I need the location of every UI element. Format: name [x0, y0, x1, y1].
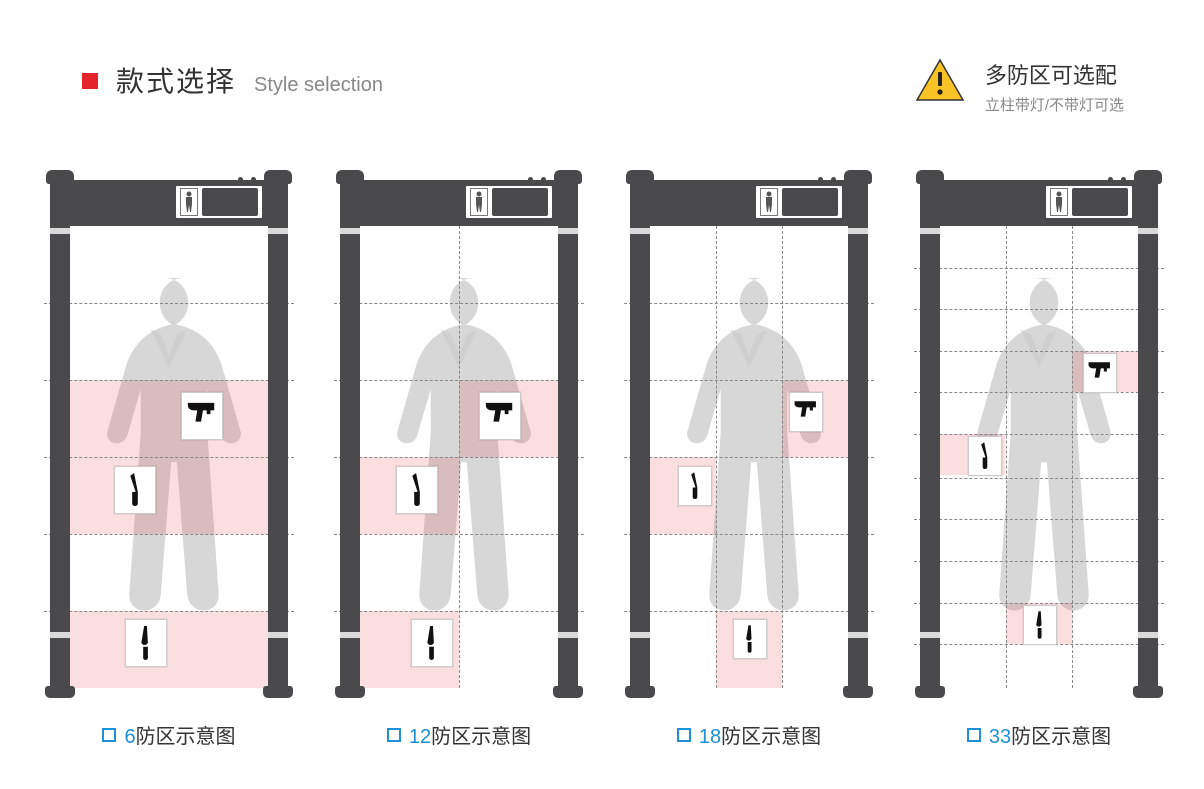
- grid-line-v: [459, 226, 460, 688]
- gate-zone12: 12防区示意图: [334, 170, 584, 749]
- gate-zone33: 33防区示意图: [914, 170, 1164, 749]
- caption-text: 12防区示意图: [409, 720, 531, 749]
- grid-line-h: [44, 303, 294, 304]
- options-note: 多防区可选配 立柱带灯/不带灯可选: [915, 58, 1124, 115]
- warning-icon: [915, 58, 965, 102]
- top-beam: [648, 180, 850, 226]
- gate-caption: 18防区示意图: [677, 720, 821, 749]
- screwdriver-icon-box: [125, 619, 167, 667]
- pillar-left: [50, 170, 70, 698]
- gun-icon-box: [1083, 353, 1117, 393]
- grid-line-h: [914, 392, 1164, 393]
- blue-square-bullet: [387, 728, 401, 742]
- detection-area: [70, 226, 268, 688]
- display-screen: [782, 188, 838, 216]
- gate-frame: [334, 170, 584, 698]
- display-screen: [1072, 188, 1128, 216]
- blue-square-bullet: [677, 728, 691, 742]
- gate-caption: 12防区示意图: [387, 720, 531, 749]
- display-screen: [492, 188, 548, 216]
- control-panel: [464, 184, 554, 220]
- grid-line-h: [44, 534, 294, 535]
- pillar-right: [268, 170, 288, 698]
- grid-line-h: [624, 457, 874, 458]
- screwdriver-icon-box: [733, 619, 767, 659]
- caption-text: 6防区示意图: [124, 720, 235, 749]
- grid-line-h: [914, 478, 1164, 479]
- gate-frame: [624, 170, 874, 698]
- caption-text: 33防区示意图: [989, 720, 1111, 749]
- pillar-right: [1138, 170, 1158, 698]
- grid-line-h: [914, 351, 1164, 352]
- pillar-left: [340, 170, 360, 698]
- caption-text: 18防区示意图: [699, 720, 821, 749]
- gate-frame: [914, 170, 1164, 698]
- person-indicator-icon: [1050, 188, 1068, 216]
- title-en: Style selection: [254, 74, 383, 97]
- control-panel: [1044, 184, 1134, 220]
- grid-line-v: [782, 226, 783, 688]
- highlight-zone: [70, 611, 268, 688]
- gates-row: 6防区示意图 12防区示意图 18防区示意图 33防区示意图: [44, 170, 1164, 749]
- gate-zone18: 18防区示意图: [624, 170, 874, 749]
- grid-line-h: [44, 380, 294, 381]
- note-line2: 立柱带灯/不带灯可选: [985, 94, 1124, 115]
- detection-area: [940, 226, 1138, 688]
- screwdriver-icon-box: [1023, 605, 1057, 645]
- top-beam: [68, 180, 270, 226]
- grid-line-v: [1072, 226, 1073, 688]
- screwdriver-icon-box: [411, 619, 453, 667]
- knife-icon-box: [968, 436, 1002, 476]
- person-indicator-icon: [470, 188, 488, 216]
- knife-icon-box: [678, 466, 712, 506]
- pillar-right: [848, 170, 868, 698]
- gate-frame: [44, 170, 294, 698]
- control-panel: [174, 184, 264, 220]
- gun-icon-box: [789, 392, 823, 432]
- person-indicator-icon: [180, 188, 198, 216]
- gate-zone6: 6防区示意图: [44, 170, 294, 749]
- control-panel: [754, 184, 844, 220]
- person-indicator-icon: [760, 188, 778, 216]
- grid-line-h: [914, 434, 1164, 435]
- grid-line-h: [44, 457, 294, 458]
- pillar-right: [558, 170, 578, 698]
- grid-line-h: [624, 380, 874, 381]
- gate-caption: 6防区示意图: [102, 720, 235, 749]
- knife-icon-box: [114, 466, 156, 514]
- detection-area: [360, 226, 558, 688]
- detection-area: [650, 226, 848, 688]
- blue-square-bullet: [967, 728, 981, 742]
- grid-line-h: [914, 603, 1164, 604]
- grid-line-v: [716, 226, 717, 688]
- gun-icon-box: [181, 392, 223, 440]
- gate-caption: 33防区示意图: [967, 720, 1111, 749]
- grid-line-h: [624, 611, 874, 612]
- grid-line-h: [914, 561, 1164, 562]
- grid-line-h: [624, 303, 874, 304]
- section-header: 款式选择 Style selection: [82, 60, 383, 100]
- red-square-bullet: [82, 73, 98, 89]
- grid-line-h: [914, 519, 1164, 520]
- knife-icon-box: [396, 466, 438, 514]
- pillar-left: [630, 170, 650, 698]
- grid-line-v: [1006, 226, 1007, 688]
- grid-line-h: [914, 268, 1164, 269]
- gun-icon-box: [479, 392, 521, 440]
- grid-line-h: [624, 534, 874, 535]
- display-screen: [202, 188, 258, 216]
- pillar-left: [920, 170, 940, 698]
- top-beam: [938, 180, 1140, 226]
- title-cn: 款式选择: [116, 60, 236, 100]
- grid-line-h: [44, 611, 294, 612]
- grid-line-h: [914, 309, 1164, 310]
- blue-square-bullet: [102, 728, 116, 742]
- note-line1: 多防区可选配: [985, 58, 1124, 90]
- top-beam: [358, 180, 560, 226]
